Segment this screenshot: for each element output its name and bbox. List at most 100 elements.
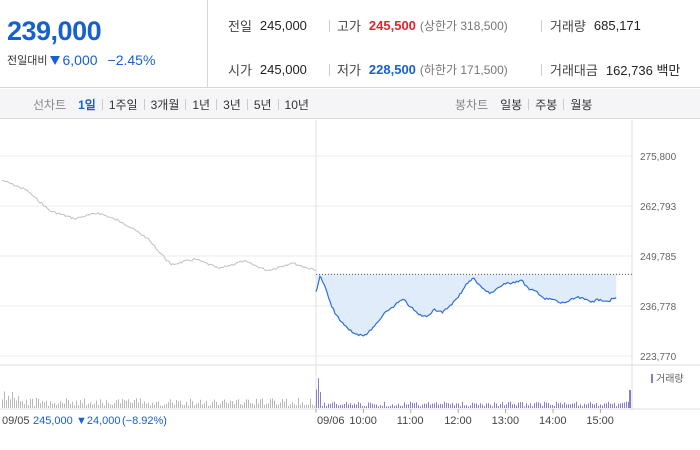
upper-limit: (상한가 318,500) — [419, 19, 508, 33]
volume-bar — [258, 403, 259, 408]
tab-5-years[interactable]: 5년 — [253, 97, 272, 112]
volume-bar — [104, 405, 105, 408]
quote-stats: 전일 245,000 고가 245,500 (상한가 318,500) 거래량 … — [209, 0, 700, 88]
volume-bar — [568, 404, 569, 408]
volume-bar — [178, 401, 179, 408]
volume-bar — [278, 404, 279, 408]
change-label: 전일대비 — [7, 55, 48, 67]
stat-trade-value: 거래대금 162,736 백만 — [550, 60, 680, 79]
volume-bar — [336, 403, 337, 408]
volume-bar — [582, 406, 583, 408]
volume-bar — [120, 403, 121, 408]
volume-bar — [122, 399, 123, 408]
volume-bar — [434, 403, 435, 408]
volume-bar — [454, 405, 455, 408]
tab-3-months[interactable]: 3개월 — [150, 97, 180, 112]
volume-bar — [176, 400, 177, 408]
volume-bar — [218, 404, 219, 408]
tab-1-week[interactable]: 1주일 — [108, 97, 138, 112]
volume-bar — [250, 403, 251, 408]
current-price: 239,000 — [7, 16, 102, 46]
volume-bar — [116, 400, 117, 408]
volume-bar — [500, 403, 501, 408]
volume-bar — [128, 399, 129, 408]
volume-bar — [96, 400, 97, 408]
stat-label: 거래대금 — [550, 63, 598, 78]
volume-bar — [108, 402, 109, 408]
volume-bar — [130, 402, 131, 408]
volume-bar — [244, 402, 245, 408]
volume-bar — [138, 402, 139, 408]
volume-bar — [426, 403, 427, 408]
volume-bar — [464, 405, 465, 408]
volume-bar — [600, 404, 601, 408]
stat-label: 거래량 — [550, 19, 586, 34]
volume-bar — [300, 404, 301, 408]
volume-bar — [186, 401, 187, 408]
volume-bar — [50, 401, 51, 408]
volume-bar — [368, 402, 369, 408]
tab-daily-candle[interactable]: 일봉 — [500, 97, 523, 112]
tab-monthly-candle[interactable]: 월봉 — [570, 97, 593, 112]
volume-bar — [622, 402, 623, 408]
volume-bar — [110, 404, 111, 408]
tab-1-day[interactable]: 1일 — [78, 97, 96, 112]
volume-bar — [18, 395, 19, 408]
volume-bar — [344, 403, 345, 408]
stat-label: 저가 — [337, 63, 361, 78]
volume-bar — [498, 406, 499, 408]
tab-10-years[interactable]: 10년 — [284, 97, 309, 112]
volume-bar — [78, 405, 79, 408]
volume-bar — [288, 405, 289, 408]
volume-bar — [54, 402, 55, 408]
tab-3-years[interactable]: 3년 — [223, 97, 241, 112]
stat-label: 고가 — [337, 19, 361, 34]
tab-divider — [563, 98, 565, 110]
change-value: 6,000 — [62, 52, 98, 68]
x-tick-label: 12:00 — [444, 415, 472, 427]
volume-bar — [540, 403, 541, 408]
volume-bar — [248, 399, 249, 408]
volume-bar — [38, 398, 39, 408]
volume-bar — [348, 404, 349, 408]
volume-bar — [340, 404, 341, 408]
y-tick-label: 262,793 — [640, 202, 677, 213]
volume-bar — [276, 404, 277, 408]
volume-bar — [44, 402, 45, 408]
volume-bar — [332, 402, 333, 408]
volume-bar — [418, 405, 419, 408]
volume-bar — [328, 403, 329, 408]
volume-bar — [396, 405, 397, 408]
volume-bar — [136, 398, 137, 408]
volume-bar — [184, 405, 185, 408]
volume-bar — [558, 403, 559, 408]
volume-bar — [226, 402, 227, 408]
volume-bar — [552, 404, 553, 408]
divider — [329, 64, 330, 76]
volume-bar — [534, 403, 535, 408]
tab-weekly-candle[interactable]: 주봉 — [535, 97, 558, 112]
volume-bar — [412, 402, 413, 408]
volume-bar — [86, 405, 87, 408]
volume-bar — [216, 401, 217, 408]
volume-bar — [550, 405, 551, 408]
volume-bar — [404, 402, 405, 408]
volume-legend-icon — [651, 374, 653, 383]
volume-bar — [570, 404, 571, 408]
volume-bar — [556, 401, 557, 408]
volume-bar — [52, 403, 53, 408]
volume-bar — [154, 404, 155, 408]
volume-bar — [134, 400, 135, 408]
volume-bar — [32, 398, 33, 408]
volume-bar — [560, 402, 561, 408]
volume-bar — [284, 401, 285, 408]
tab-1-year[interactable]: 1년 — [192, 97, 211, 112]
volume-bar — [476, 403, 477, 408]
volume-bar — [58, 403, 59, 408]
volume-bar — [252, 403, 253, 408]
volume-bar — [422, 404, 423, 408]
volume-bar — [400, 405, 401, 408]
lower-limit: (하한가 171,500) — [419, 63, 508, 77]
volume-bar — [629, 390, 631, 408]
volume-bar — [612, 403, 613, 408]
